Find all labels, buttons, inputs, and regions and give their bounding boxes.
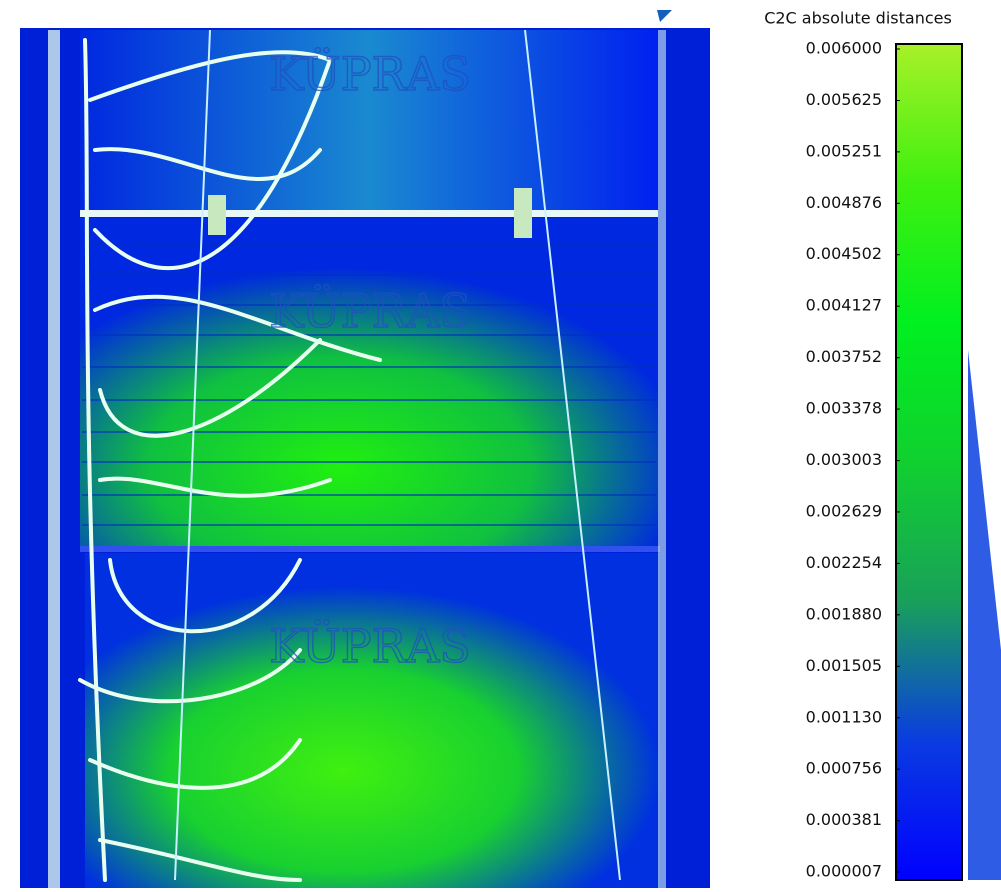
tick-label: 0.000756 xyxy=(806,759,882,778)
tick-label: 0.004127 xyxy=(806,296,882,315)
tick-label: 0.003003 xyxy=(806,450,882,469)
tick-label: 0.005625 xyxy=(806,90,882,109)
colorbar xyxy=(896,44,962,880)
image-label: KÜPRAS xyxy=(269,283,471,338)
colorbar-title: C2C absolute distances xyxy=(764,9,952,28)
image-label: KÜPRAS xyxy=(269,46,471,101)
tick-label: 0.006000 xyxy=(806,39,882,58)
tick-label: 0.002629 xyxy=(806,501,882,520)
tick-label: 0.004876 xyxy=(806,193,882,212)
tick-label: 0.003378 xyxy=(806,399,882,418)
screenshot: KÜPRAS KÜPRAS KÜPRAS C2C absolute distance… xyxy=(0,0,1001,888)
tick-label: 0.003752 xyxy=(806,347,882,366)
tick-label: 0.000381 xyxy=(806,810,882,829)
point-cloud: KÜPRAS KÜPRAS KÜPRAS xyxy=(20,28,710,888)
tick-label: 0.004502 xyxy=(806,244,882,263)
tick-label: 0.001505 xyxy=(806,656,882,675)
page: KÜPRAS KÜPRAS KÜPRAS C2C absolute distance… xyxy=(0,0,1001,892)
tick-label: 0.001880 xyxy=(806,604,882,623)
tick-label: 0.000007 xyxy=(806,862,882,881)
image-label: KÜPRAS xyxy=(269,618,471,673)
tick-label: 0.005251 xyxy=(806,141,882,160)
tick-label: 0.002254 xyxy=(806,553,882,572)
tick-label: 0.001130 xyxy=(806,707,882,726)
